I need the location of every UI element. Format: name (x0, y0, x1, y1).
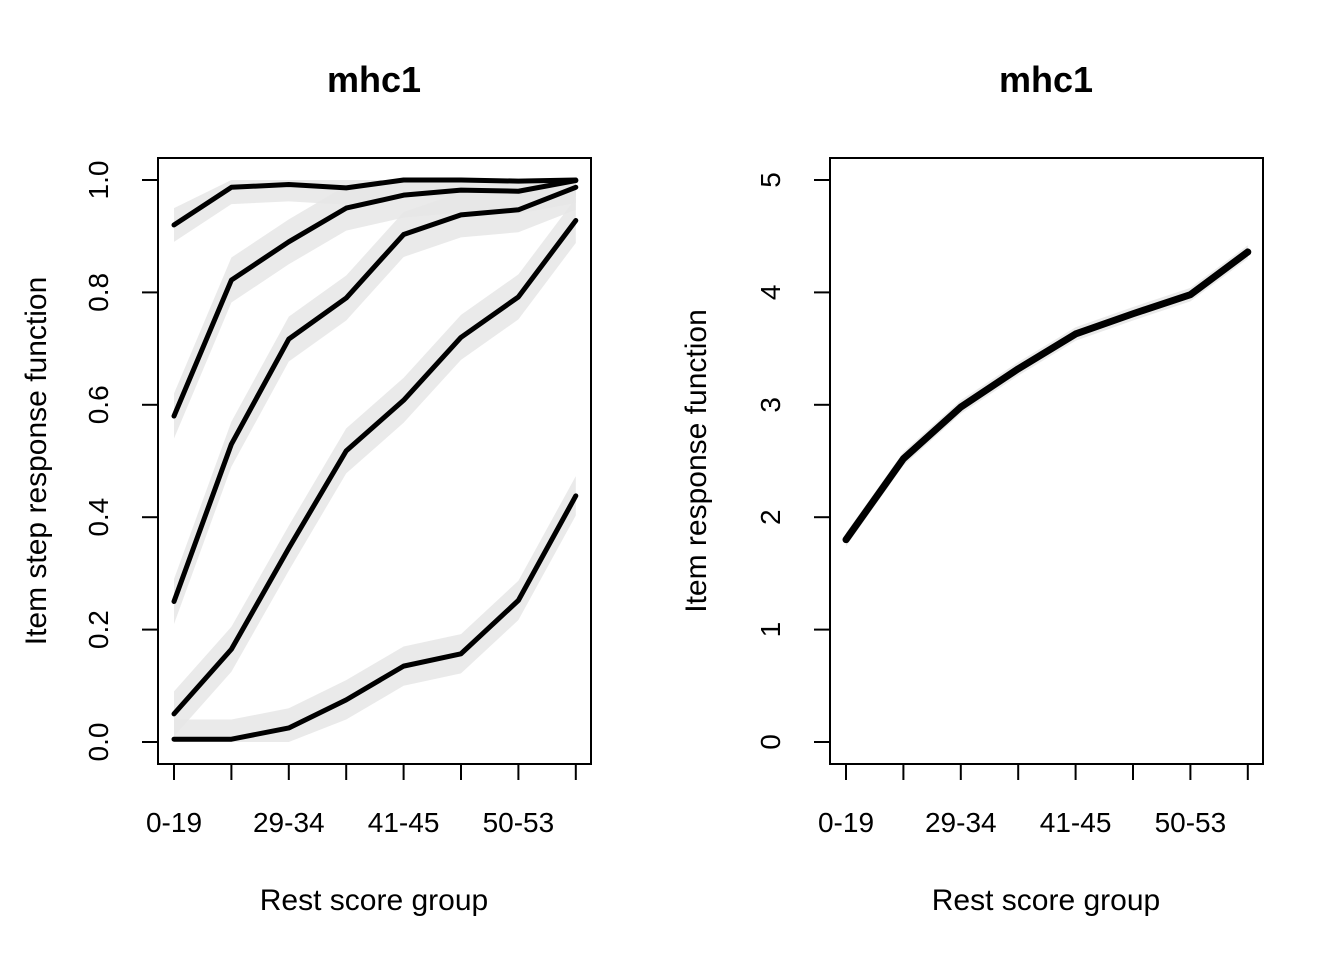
left-x-tick-label: 0-19 (146, 807, 202, 838)
right-x-axis: 0-19 29-34 41-45 50-53 (818, 763, 1249, 838)
left-series-lines (171, 177, 579, 742)
right-x-tick-label: 29-34 (925, 807, 997, 838)
left-series-4-band (174, 197, 576, 737)
right-y-axis-label: Item response function (680, 309, 713, 613)
left-y-tick-label: 0.8 (83, 273, 114, 312)
right-series-1-line (842, 248, 1252, 544)
left-series-1-line (171, 177, 579, 228)
left-series-4-line (171, 217, 579, 717)
left-series-5-band (174, 476, 576, 742)
left-y-axis: 0.0 0.2 0.4 0.6 0.8 1.0 (83, 161, 159, 762)
right-series-lines (842, 248, 1252, 544)
left-x-tick-label: 41-45 (368, 807, 440, 838)
left-y-tick-label: 0.2 (83, 610, 114, 649)
right-chart-title: mhc1 (999, 59, 1093, 100)
right-chart-panel: mhc1 0-19 29-34 41-45 50-53 0 1 2 3 4 5 Rest sco… (680, 59, 1264, 917)
right-x-tick-label: 50-53 (1155, 807, 1227, 838)
left-x-tick-label: 29-34 (253, 807, 325, 838)
left-y-tick-label: 0.6 (83, 385, 114, 424)
right-y-tick-label: 5 (755, 172, 786, 188)
right-y-tick-label: 4 (755, 285, 786, 301)
left-y-tick-label: 1.0 (83, 161, 114, 200)
right-y-tick-label: 0 (755, 734, 786, 750)
right-y-tick-label: 3 (755, 397, 786, 413)
left-series-5-line (171, 493, 579, 742)
right-x-tick-label: 0-19 (818, 807, 874, 838)
left-y-tick-label: 0.4 (83, 498, 114, 537)
left-series-2-line (171, 178, 579, 419)
left-chart-panel: mhc1 0-19 29-34 41-45 50-53 0.0 0.2 0.4 0.6 0.8… (20, 59, 592, 917)
right-plot-frame (829, 157, 1264, 765)
left-chart-title: mhc1 (327, 59, 421, 100)
left-y-tick-label: 0.0 (83, 723, 114, 762)
left-series-3-band (174, 180, 576, 624)
left-series-3-line (171, 184, 579, 604)
right-y-tick-label: 2 (755, 509, 786, 525)
right-x-tick-label: 41-45 (1040, 807, 1112, 838)
right-series-1-band (846, 245, 1248, 547)
left-series-2-band (174, 180, 576, 439)
right-x-axis-label: Rest score group (932, 884, 1160, 917)
right-y-tick-label: 1 (755, 622, 786, 638)
right-y-axis: 0 1 2 3 4 5 (755, 172, 831, 750)
left-x-tick-label: 50-53 (483, 807, 555, 838)
left-y-axis-label: Item step response function (20, 277, 53, 646)
left-x-axis: 0-19 29-34 41-45 50-53 (146, 763, 577, 838)
left-x-axis-label: Rest score group (260, 884, 488, 917)
right-confidence-bands (846, 245, 1248, 547)
